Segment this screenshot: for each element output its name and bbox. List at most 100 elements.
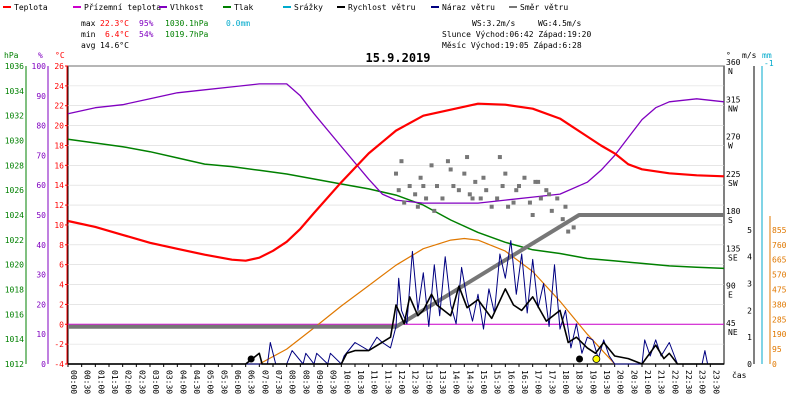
y-tick-label-degc: 14 [54,181,64,190]
chart-title: 15.9.2019 [365,51,430,65]
y-tick-label-sun: 665 [772,256,787,265]
stat-max-hum: 95% [139,19,154,28]
wind-direction-point [456,188,461,193]
stat-max-label: max [81,19,96,28]
wind-direction-point [407,184,412,189]
wind-direction-point [517,184,521,189]
y-tick-label-pct: 50 [36,211,46,220]
y-tick-label-degc: 0 [59,320,64,329]
y-tick-label-ms: 5 [747,226,752,235]
stat-ws: WS:3.2m/s [472,19,516,28]
y-tick-label-sun: 570 [772,271,787,280]
wind-direction-point [503,171,508,176]
wind-direction-point [536,179,541,184]
wind-direction-point [462,171,467,176]
x-tick-label: 07:00 [260,370,269,394]
stat-avg-temp: 14.6°C [100,41,129,50]
x-tick-label: 12:30 [411,370,420,394]
y-tick-label-hpa: 1036 [5,62,24,71]
x-tick-label: 04:00 [178,370,187,394]
y-tick-label-dir: 360 [726,58,741,67]
y-tick-label-degc: 20 [54,122,64,131]
x-tick-label: 21:00 [643,370,652,394]
y-tick-label-pct: 40 [36,241,46,250]
y-tick-label-hpa: 1030 [5,137,24,146]
y-tick-label-sun: 855 [772,226,787,235]
wind-direction-point [547,192,552,197]
wind-direction-point [418,175,423,180]
stat-sun: Slunce Východ:06:42 Západ:19:20 [442,30,591,39]
x-tick-label: 10:30 [356,370,365,394]
x-tick-label: 13:30 [438,370,447,394]
wind-direction-point [533,179,538,184]
y-tick-label-dir-name: NE [728,328,738,337]
x-tick-label: 06:30 [247,370,256,394]
stat-min-press: 1019.7hPa [165,30,209,39]
y-tick-label-ms: 4 [747,253,752,262]
y-tick-label-dir: 315 [726,95,741,104]
series-line-wind-direction [68,213,724,329]
x-tick-label: 23:30 [711,370,720,394]
degc-axis-label: °C [55,51,65,60]
x-tick-label: 21:30 [657,370,666,394]
x-tick-label: 03:00 [151,370,160,394]
y-tick-label-dir-name: W [728,142,733,151]
x-tick-label: 17:30 [547,370,556,394]
y-tick-label-mm: -1 [764,59,774,68]
wind-direction-point [435,184,439,189]
y-tick-label-dir: 270 [726,133,741,142]
y-tick-label-hpa: 1018 [5,286,24,295]
series-line-wind-gust [68,240,724,365]
legend-label: Srážky [294,3,323,12]
y-tick-label-pct: 20 [36,300,46,309]
y-tick-label-sun: 0 [772,360,777,369]
y-tick-label-dir: 90 [726,282,736,291]
x-tick-label: 20:00 [616,370,625,394]
legend-label: Přízemní teplota [84,3,161,12]
y-tick-label-hpa: 1022 [5,236,24,245]
y-tick-label-sun: 285 [772,315,787,324]
wind-direction-point [497,155,502,160]
x-tick-label: 06:00 [233,370,242,394]
wind-direction-point [522,175,527,180]
y-tick-label-degc: 12 [54,201,64,210]
stat-avg-label: avg [81,41,96,50]
stats-block: max 22.3°C 95% 1030.1hPa 0.0mm min 6.4°C… [81,19,591,50]
x-tick-label: 20:30 [629,370,638,394]
y-tick-label-degc: 26 [54,62,64,71]
wind-direction-point [500,184,505,189]
x-tick-label: 02:30 [137,370,146,394]
y-tick-label-hpa: 1012 [5,360,24,369]
x-tick-label: 01:30 [110,370,119,394]
wind-direction-point [560,217,565,222]
y-tick-label-sun: 380 [772,300,787,309]
y-tick-label-pct: 80 [36,122,46,131]
x-tick-label: 16:30 [520,370,529,394]
x-tick-label: 08:30 [301,370,310,394]
legend-label: Rychlost větru [348,3,416,12]
y-tick-label-hpa: 1028 [5,161,24,170]
x-tick-label: 05:30 [219,370,228,394]
wind-direction-point [396,188,401,193]
y-tick-label-degc: -2 [54,340,64,349]
wind-direction-point [465,155,470,160]
stat-max-press: 1030.1hPa [165,19,209,28]
x-tick-label: 12:00 [397,370,406,394]
x-tick-label: 18:00 [561,370,570,394]
stat-wg: WG:4.5m/s [538,19,582,28]
y-tick-label-ms: 1 [747,333,752,342]
wind-direction-point [421,184,426,189]
series-line-pressure [67,138,725,270]
legend-label: Směr větru [520,3,568,12]
wind-direction-point [555,196,560,201]
x-tick-label: 08:00 [288,370,297,394]
wind-direction-point [415,204,420,209]
x-tick-label: 18:30 [575,370,584,394]
series-line-wind-speed [68,285,724,365]
y-tick-label-pct: 90 [36,92,46,101]
y-tick-label-ms: 0 [747,360,752,369]
x-tick-label: 23:00 [698,370,707,394]
x-tick-label: 04:30 [192,370,201,394]
moonrise-marker [576,355,584,363]
x-tick-label: 09:30 [329,370,338,394]
